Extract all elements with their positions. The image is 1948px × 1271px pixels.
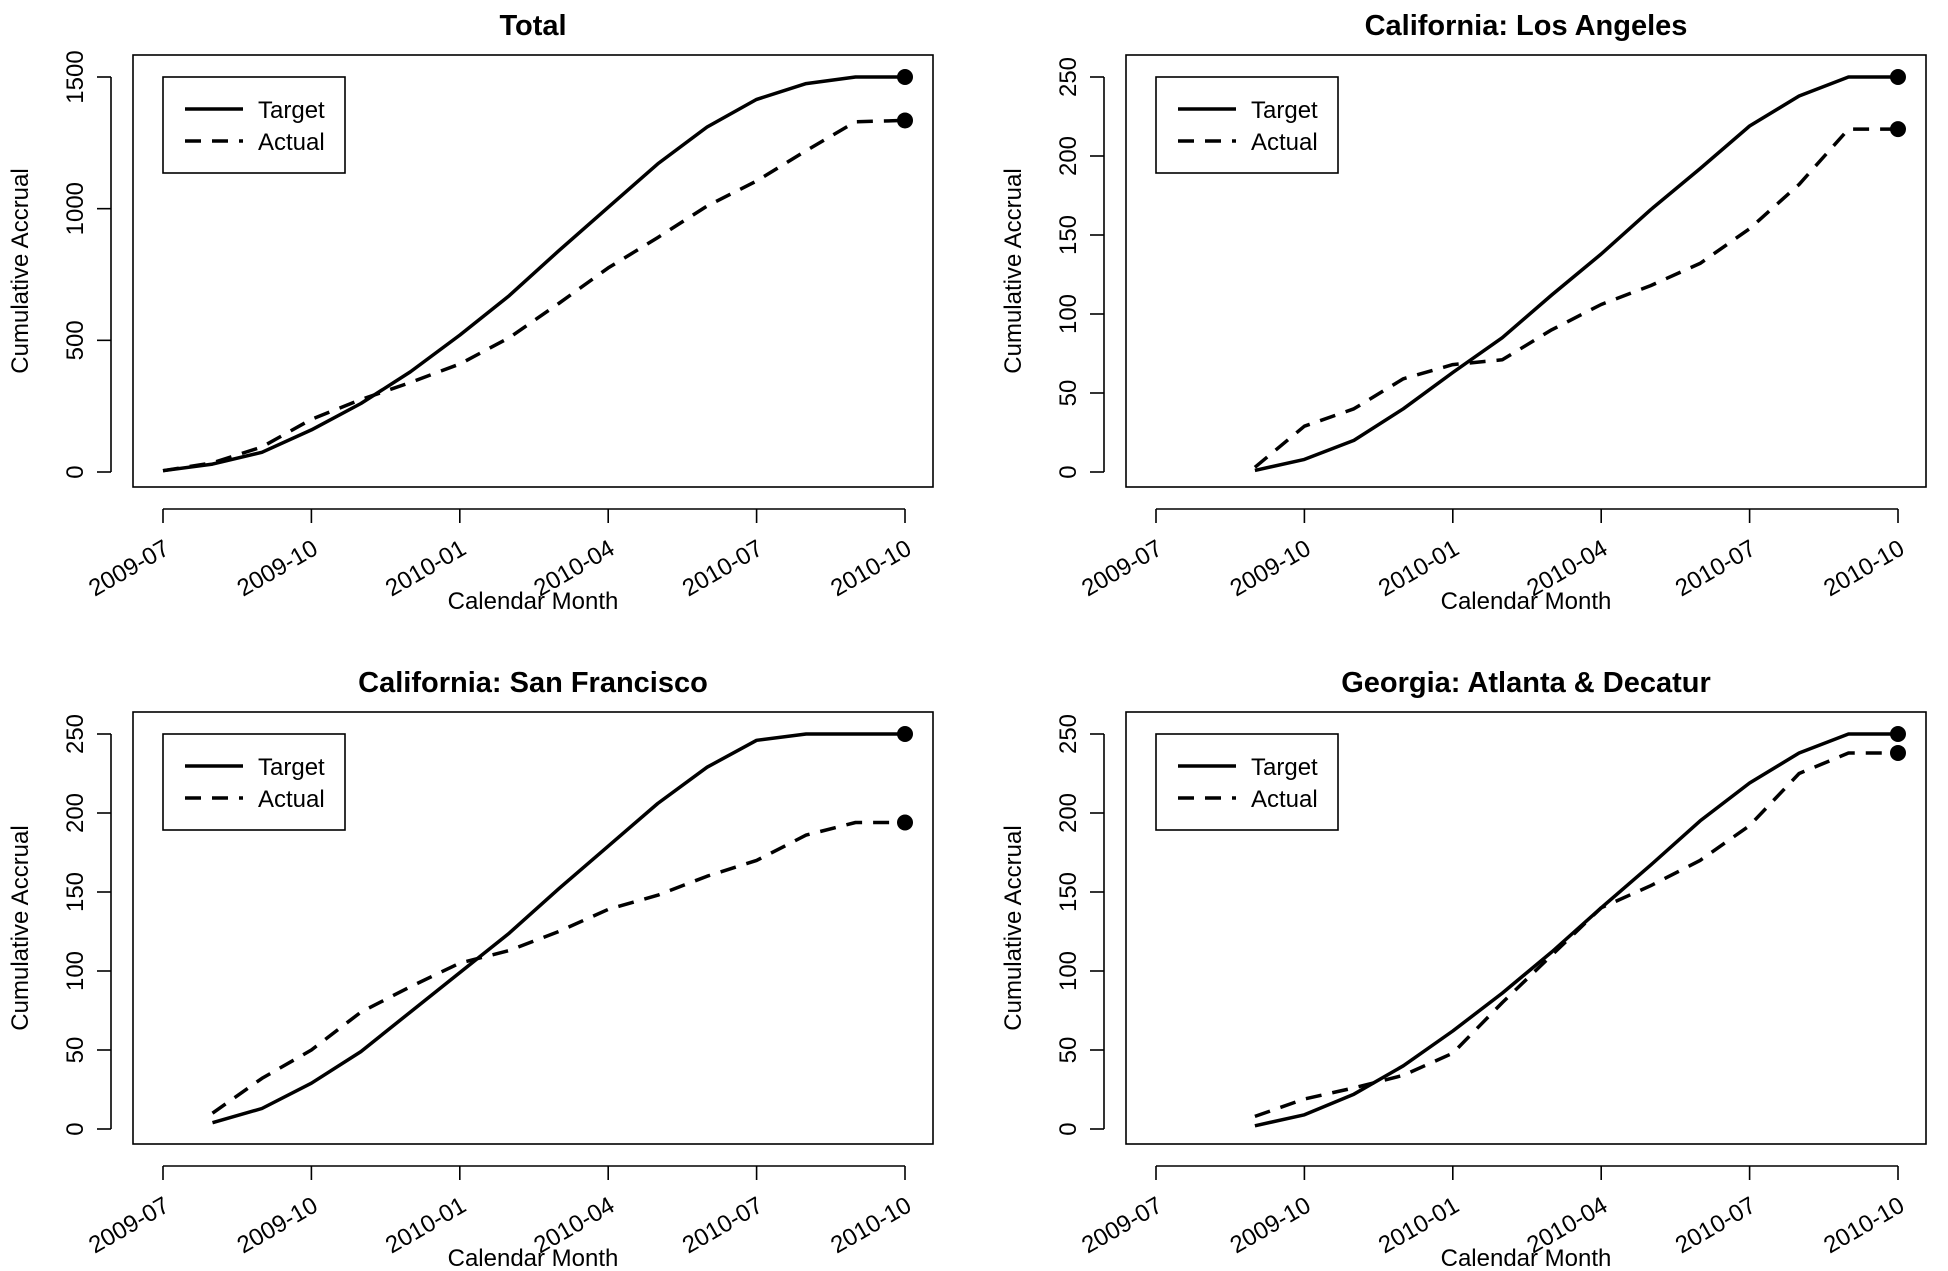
y-tick-label: 1500 [62, 50, 89, 103]
chart-panel: California: Los Angeles 0 50 100 150 200 250 Cu… [1000, 10, 1927, 615]
legend-label: Target [258, 754, 325, 781]
y-tick-label: 150 [62, 872, 89, 912]
series-line-actual [1253, 127, 1898, 469]
x-tick-label: 2009-07 [1077, 1192, 1167, 1259]
legend-label: Actual [258, 129, 325, 156]
y-tick-label: 250 [62, 714, 89, 754]
y-tick-label: 50 [1055, 1037, 1082, 1064]
series-line-target [1254, 75, 1898, 473]
plot-frame [132, 711, 934, 1145]
series-line-actual [211, 820, 905, 1115]
x-tick-label: 2010-10 [826, 1192, 916, 1259]
y-tick-label: 0 [62, 465, 89, 478]
series-endpoint-target [897, 69, 913, 85]
x-tick-label: 2009-07 [84, 535, 174, 602]
plot-frame [1125, 54, 1927, 488]
x-tick-label: 2009-10 [233, 535, 323, 602]
x-tick-label: 2009-07 [1077, 535, 1167, 602]
series-endpoint-target [897, 726, 913, 742]
y-tick-label: 100 [1055, 294, 1082, 334]
series-line-target [212, 732, 905, 1125]
chart-title: Georgia: Atlanta & Decatur [1341, 667, 1711, 699]
x-tick-label: 2009-10 [1226, 535, 1316, 602]
chart-panel: Total 0 500 1000 1500 Cumulative Accrual 2009-… [7, 10, 934, 615]
legend-label: Target [1251, 754, 1318, 781]
x-tick-label: 2009-10 [1226, 1192, 1316, 1259]
series-line-actual [1254, 751, 1898, 1119]
y-tick-label: 250 [1055, 714, 1082, 754]
y-tick-label: 250 [1055, 57, 1082, 97]
x-axis-label: Calendar Month [448, 588, 619, 615]
legend-box [162, 733, 346, 831]
y-tick-label: 500 [62, 320, 89, 360]
chart-panel: California: San Francisco 0 50 100 150 200 250… [7, 667, 934, 1271]
x-axis-label: Calendar Month [1441, 1245, 1612, 1271]
legend: Target Actual [1155, 76, 1339, 174]
y-tick-label: 150 [1055, 872, 1082, 912]
chart-title: California: San Francisco [358, 667, 708, 699]
x-tick-label: 2009-10 [233, 1192, 323, 1259]
legend-label: Actual [1251, 129, 1318, 156]
x-tick-label: 2010-10 [1819, 535, 1909, 602]
series-line-target [162, 75, 905, 473]
chart-panel: Georgia: Atlanta & Decatur 0 50 100 150 200 25… [1000, 667, 1927, 1271]
x-tick-label: 2010-07 [678, 1192, 768, 1259]
y-axis-label: Cumulative Accrual [1000, 825, 1027, 1030]
plot-frame [1125, 711, 1927, 1145]
y-tick-label: 200 [62, 793, 89, 833]
y-axis-label: Cumulative Accrual [7, 168, 34, 373]
y-tick-label: 0 [62, 1122, 89, 1135]
y-tick-label: 0 [1055, 465, 1082, 478]
x-tick-label: 2010-07 [678, 535, 768, 602]
x-tick-label: 2010-07 [1671, 535, 1761, 602]
legend: Target Actual [162, 733, 346, 831]
legend: Target Actual [162, 76, 346, 174]
series-endpoint-actual [1890, 744, 1906, 761]
x-tick-label: 2010-10 [826, 535, 916, 602]
series-endpoint-actual [897, 112, 913, 129]
legend-label: Actual [1251, 786, 1318, 813]
y-tick-label: 200 [1055, 136, 1082, 176]
series-endpoint-target [1890, 726, 1906, 742]
series-endpoint-actual [1890, 121, 1906, 138]
y-tick-label: 200 [1055, 793, 1082, 833]
y-tick-label: 50 [62, 1037, 89, 1064]
legend-box [1155, 76, 1339, 174]
x-axis-label: Calendar Month [1441, 588, 1612, 615]
series-endpoint-actual [897, 814, 913, 831]
x-tick-label: 2009-07 [84, 1192, 174, 1259]
y-axis-label: Cumulative Accrual [7, 825, 34, 1030]
x-tick-label: 2010-10 [1819, 1192, 1909, 1259]
legend: Target Actual [1155, 733, 1339, 831]
y-tick-label: 1000 [62, 182, 89, 235]
y-tick-label: 50 [1055, 380, 1082, 407]
chart-title: California: Los Angeles [1365, 10, 1688, 42]
legend-label: Actual [258, 786, 325, 813]
legend-label: Target [258, 97, 325, 124]
x-axis-label: Calendar Month [448, 1245, 619, 1271]
y-tick-label: 100 [1055, 951, 1082, 991]
x-tick-label: 2010-07 [1671, 1192, 1761, 1259]
y-tick-label: 0 [1055, 1122, 1082, 1135]
legend-box [162, 76, 346, 174]
plot-frame [132, 54, 934, 488]
legend-box [1155, 733, 1339, 831]
series-endpoint-target [1890, 69, 1906, 85]
legend-label: Target [1251, 97, 1318, 124]
y-tick-label: 150 [1055, 215, 1082, 255]
y-tick-label: 100 [62, 951, 89, 991]
y-axis-label: Cumulative Accrual [1000, 168, 1027, 373]
chart-title: Total [499, 10, 566, 42]
